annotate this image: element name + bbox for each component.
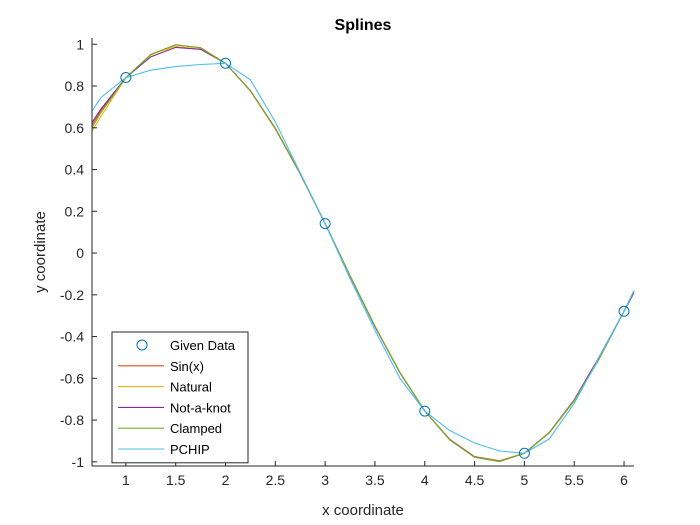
y-tick-label: 0.4 — [65, 162, 85, 178]
x-tick-label: 1 — [122, 472, 130, 488]
x-tick-label: 6 — [620, 472, 628, 488]
legend-label: Given Data — [170, 338, 236, 353]
given-data-point — [220, 57, 232, 69]
legend-label: Clamped — [170, 421, 222, 436]
x-tick-label: 5.5 — [564, 472, 584, 488]
legend-marker-given-data — [136, 339, 148, 351]
y-tick-label: 0.8 — [65, 78, 85, 94]
x-tick-label: 5 — [521, 472, 529, 488]
y-tick-label: -0.2 — [60, 287, 84, 303]
y-tick-label: -1 — [72, 454, 85, 470]
given-data-point — [120, 71, 132, 83]
tick-labels: 1 1.5 2 2.5 3 3.5 4 4.5 5 5.5 6 -1 -0.8 -0.6 -0.4 -0.2 0… — [60, 36, 628, 488]
x-tick-label: 3.5 — [365, 472, 385, 488]
y-tick-label: -0.6 — [60, 370, 84, 386]
given-data-point — [618, 305, 630, 317]
y-axis-label: y coordinate — [32, 211, 49, 293]
x-tick-label: 3 — [321, 472, 329, 488]
series-layer — [91, 44, 635, 463]
y-tick-label: 0.2 — [65, 203, 85, 219]
x-tick-label: 1.5 — [166, 472, 186, 488]
x-tick-label: 4 — [421, 472, 429, 488]
y-tick-label: -0.4 — [60, 329, 84, 345]
legend-box — [111, 331, 249, 464]
y-tick-label: 0.6 — [65, 120, 85, 136]
y-tick-label: 1 — [76, 36, 84, 52]
given-data-point — [419, 405, 431, 417]
chart-title: Splines — [335, 17, 392, 34]
legend-label: PCHIP — [170, 442, 210, 457]
given-data-point — [319, 218, 331, 230]
legend-label: Not-a-knot — [170, 400, 231, 415]
x-tick-label: 2.5 — [266, 472, 286, 488]
series-line-3 — [91, 44, 635, 462]
x-axis-label: x coordinate — [322, 502, 404, 519]
y-tick-label: -0.8 — [60, 412, 84, 428]
y-tick-label: 0 — [76, 245, 84, 261]
series-line-4 — [91, 62, 635, 454]
x-tick-label: 4.5 — [465, 472, 485, 488]
given-data-markers — [120, 57, 630, 459]
given-data-point — [518, 447, 530, 459]
legend-label: Natural — [170, 380, 212, 395]
legend: Given Data Sin(x) Natural Not-a-knot Clamped… — [111, 331, 249, 464]
x-tick-label: 2 — [222, 472, 230, 488]
legend-label: Sin(x) — [170, 359, 204, 374]
